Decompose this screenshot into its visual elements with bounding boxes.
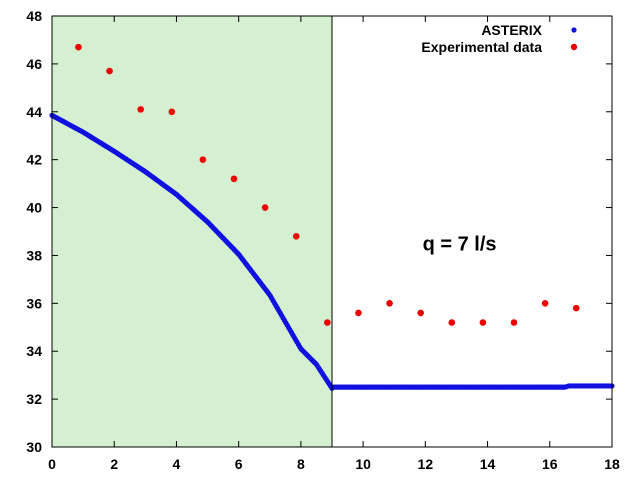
asterix-series xyxy=(49,112,615,391)
experimental-point xyxy=(355,309,362,317)
x-tick-label: 8 xyxy=(297,456,305,472)
experimental-point xyxy=(386,300,393,307)
y-tick-label: 44 xyxy=(26,104,42,120)
legend: ASTERIX Experimental data xyxy=(421,22,578,55)
y-tick-label: 40 xyxy=(26,200,42,216)
y-tick-label: 34 xyxy=(26,343,42,359)
y-tick-label: 32 xyxy=(26,391,42,407)
y-tick-label: 46 xyxy=(26,56,42,72)
y-tick-label: 48 xyxy=(26,8,42,24)
x-tick-label: 14 xyxy=(480,456,496,472)
shaded-region xyxy=(52,16,332,447)
experimental-point xyxy=(541,300,549,307)
y-tick-label: 38 xyxy=(26,247,42,263)
x-tick-label: 16 xyxy=(542,456,558,472)
experimental-point xyxy=(137,106,144,113)
legend-label-experimental: Experimental data xyxy=(421,39,542,55)
x-tick-label: 0 xyxy=(48,456,56,472)
experimental-point xyxy=(199,156,207,163)
experimental-point xyxy=(417,309,424,317)
x-tick-label: 10 xyxy=(355,456,371,472)
x-tick-label: 6 xyxy=(235,456,243,472)
experimental-point xyxy=(168,108,176,116)
x-tick-label: 18 xyxy=(604,456,620,472)
experimental-point xyxy=(510,319,518,326)
x-tick-label: 4 xyxy=(173,456,181,472)
y-tick-label: 36 xyxy=(26,295,42,311)
experimental-point xyxy=(572,304,580,312)
experimental-point xyxy=(106,67,113,75)
experimental-point xyxy=(324,319,331,326)
experimental-series xyxy=(75,43,580,326)
experimental-point xyxy=(75,43,82,51)
experimental-point xyxy=(261,204,269,211)
legend-marker-asterix xyxy=(571,27,577,33)
x-tick-label: 12 xyxy=(418,456,434,472)
experimental-point xyxy=(230,175,238,183)
experimental-point xyxy=(448,319,456,326)
experimental-point xyxy=(479,319,487,326)
plot-frame xyxy=(51,15,613,448)
legend-label-asterix: ASTERIX xyxy=(481,22,542,38)
x-tick-label: 2 xyxy=(110,456,118,472)
legend-marker-experimental xyxy=(570,43,578,51)
experimental-point xyxy=(292,232,300,240)
flow-rate-annotation: q = 7 l/s xyxy=(423,234,497,256)
y-tick-label: 42 xyxy=(26,152,42,168)
y-tick-label: 30 xyxy=(26,439,42,455)
